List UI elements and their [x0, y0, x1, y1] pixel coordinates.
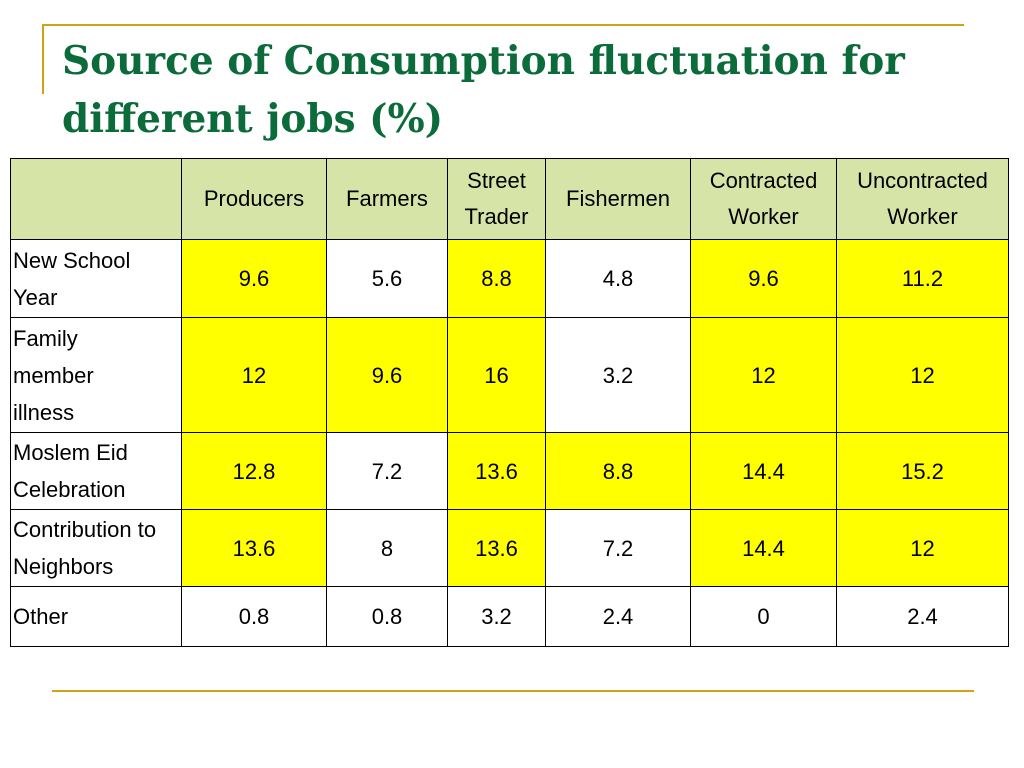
table-cell: 2.4 — [545, 586, 691, 647]
header-contracted-worker-label: Contracted Worker — [709, 168, 818, 229]
header-street-trader-label: Street Trader — [464, 168, 529, 229]
table-cell: 0.8 — [181, 586, 327, 647]
consumption-table: Producers Farmers Street Trader Fisherme… — [10, 158, 1009, 647]
row-label: Family member illness — [13, 325, 94, 425]
header-uncontracted-worker: Uncontracted Worker — [836, 158, 1009, 240]
row-label: Contribution to Neighbors — [13, 517, 157, 579]
table-cell: 7.2 — [545, 509, 691, 587]
row-label-cell: Contribution to Neighbors — [10, 509, 182, 587]
header-uncontracted-worker-label: Uncontracted Worker — [857, 168, 988, 229]
header-corner — [10, 158, 182, 240]
table-cell: 2.4 — [836, 586, 1009, 647]
accent-line-vertical — [42, 24, 44, 94]
table-row: Contribution to Neighbors 13.6 8 13.6 7.2 14.… — [10, 509, 1009, 587]
row-label: Moslem Eid Celebration — [13, 440, 128, 502]
table-cell: 9.6 — [181, 239, 327, 318]
table-cell: 0 — [690, 586, 837, 647]
row-label-cell: Other — [10, 586, 182, 647]
table-row: New School Year 9.6 5.6 8.8 4.8 9.6 11.2 — [10, 239, 1009, 318]
header-contracted-worker: Contracted Worker — [690, 158, 837, 240]
table-row: Moslem Eid Celebration 12.8 7.2 13.6 8.8 14.4… — [10, 432, 1009, 510]
row-label: Other — [13, 604, 69, 629]
slide-title: Source of Consumption fluctuation for di… — [62, 38, 905, 142]
table-cell: 5.6 — [326, 239, 448, 318]
table-cell: 8.8 — [447, 239, 546, 318]
table-cell: 8 — [326, 509, 448, 587]
row-label-cell: New School Year — [10, 239, 182, 318]
accent-line-top — [42, 24, 964, 26]
accent-line-bottom — [52, 690, 974, 692]
row-label-cell: Moslem Eid Celebration — [10, 432, 182, 510]
row-label-cell: Family member illness — [10, 317, 182, 433]
table-cell: 0.8 — [326, 586, 448, 647]
table-cell: 13.6 — [447, 509, 546, 587]
table-cell: 14.4 — [690, 509, 837, 587]
table-cell: 7.2 — [326, 432, 448, 510]
table-cell: 14.4 — [690, 432, 837, 510]
table-cell: 12.8 — [181, 432, 327, 510]
table-cell: 3.2 — [447, 586, 546, 647]
table-cell: 12 — [181, 317, 327, 433]
table-cell: 12 — [690, 317, 837, 433]
table-cell: 13.6 — [447, 432, 546, 510]
table-cell: 4.8 — [545, 239, 691, 318]
table-cell: 9.6 — [690, 239, 837, 318]
table-cell: 11.2 — [836, 239, 1009, 318]
table-header-row: Producers Farmers Street Trader Fisherme… — [10, 158, 1009, 240]
table-cell: 16 — [447, 317, 546, 433]
table-cell: 9.6 — [326, 317, 448, 433]
table-cell: 12 — [836, 317, 1009, 433]
row-label: New School Year — [13, 247, 131, 310]
table-row: Other 0.8 0.8 3.2 2.4 0 2.4 — [10, 586, 1009, 647]
table-cell: 3.2 — [545, 317, 691, 433]
table-cell: 8.8 — [545, 432, 691, 510]
header-street-trader: Street Trader — [447, 158, 546, 240]
table-cell: 12 — [836, 509, 1009, 587]
header-fishermen: Fishermen — [545, 158, 691, 240]
header-producers: Producers — [181, 158, 327, 240]
table-cell: 13.6 — [181, 509, 327, 587]
header-farmers: Farmers — [326, 158, 448, 240]
table-row: Family member illness 12 9.6 16 3.2 12 12 — [10, 317, 1009, 433]
table-cell: 15.2 — [836, 432, 1009, 510]
